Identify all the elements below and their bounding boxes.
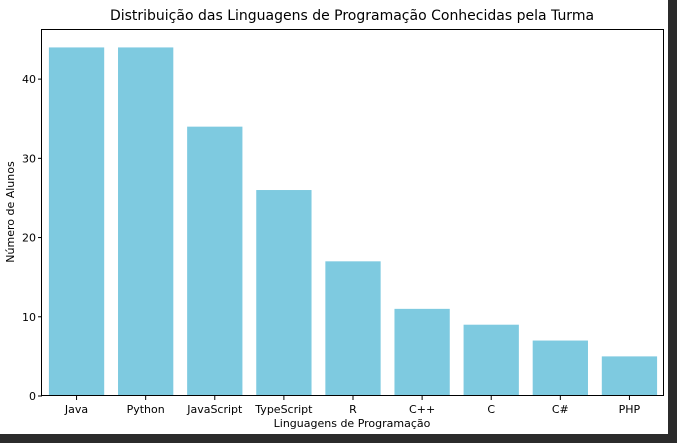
bar-c- bbox=[394, 308, 450, 396]
x-axis-ticks: Java Python JavaScript TypeScript R C++ C C# PHP bbox=[64, 396, 641, 416]
x-tick-label: C# bbox=[552, 403, 569, 416]
bar-chart: Distribuição das Linguagens de Programaç… bbox=[4, 8, 664, 430]
x-tick-label: C++ bbox=[409, 403, 435, 416]
bar-r bbox=[325, 261, 381, 396]
x-tick-label: TypeScript bbox=[254, 403, 313, 416]
x-axis-label: Linguagens de Programação bbox=[274, 417, 431, 430]
y-tick-label: 20 bbox=[22, 232, 36, 245]
bar-typescript bbox=[256, 190, 312, 396]
y-tick-label: 10 bbox=[22, 311, 36, 324]
y-tick-label: 0 bbox=[29, 390, 36, 403]
bar-c bbox=[463, 324, 519, 396]
bars-group bbox=[48, 47, 658, 397]
x-tick-label: Java bbox=[64, 403, 88, 416]
x-tick-label: PHP bbox=[619, 403, 641, 416]
chart-title: Distribuição das Linguagens de Programaç… bbox=[110, 8, 594, 24]
y-tick-label: 30 bbox=[22, 152, 36, 165]
y-axis-ticks: 0 10 20 30 40 bbox=[22, 73, 42, 403]
plot-frame bbox=[41, 29, 664, 396]
x-tick-label: C bbox=[487, 403, 495, 416]
y-axis-label: Número de Alunos bbox=[4, 161, 17, 263]
bar-python bbox=[118, 47, 174, 397]
bar-javascript bbox=[187, 126, 243, 396]
x-tick-label: JavaScript bbox=[186, 403, 243, 416]
bar-php bbox=[601, 356, 658, 396]
bar-java bbox=[48, 47, 105, 397]
y-tick-label: 40 bbox=[22, 73, 36, 86]
x-tick-label: Python bbox=[127, 403, 165, 416]
x-tick-label: R bbox=[349, 403, 357, 416]
chart-figure: Distribuição das Linguagens de Programaç… bbox=[0, 0, 668, 434]
bar-c- bbox=[532, 340, 588, 396]
